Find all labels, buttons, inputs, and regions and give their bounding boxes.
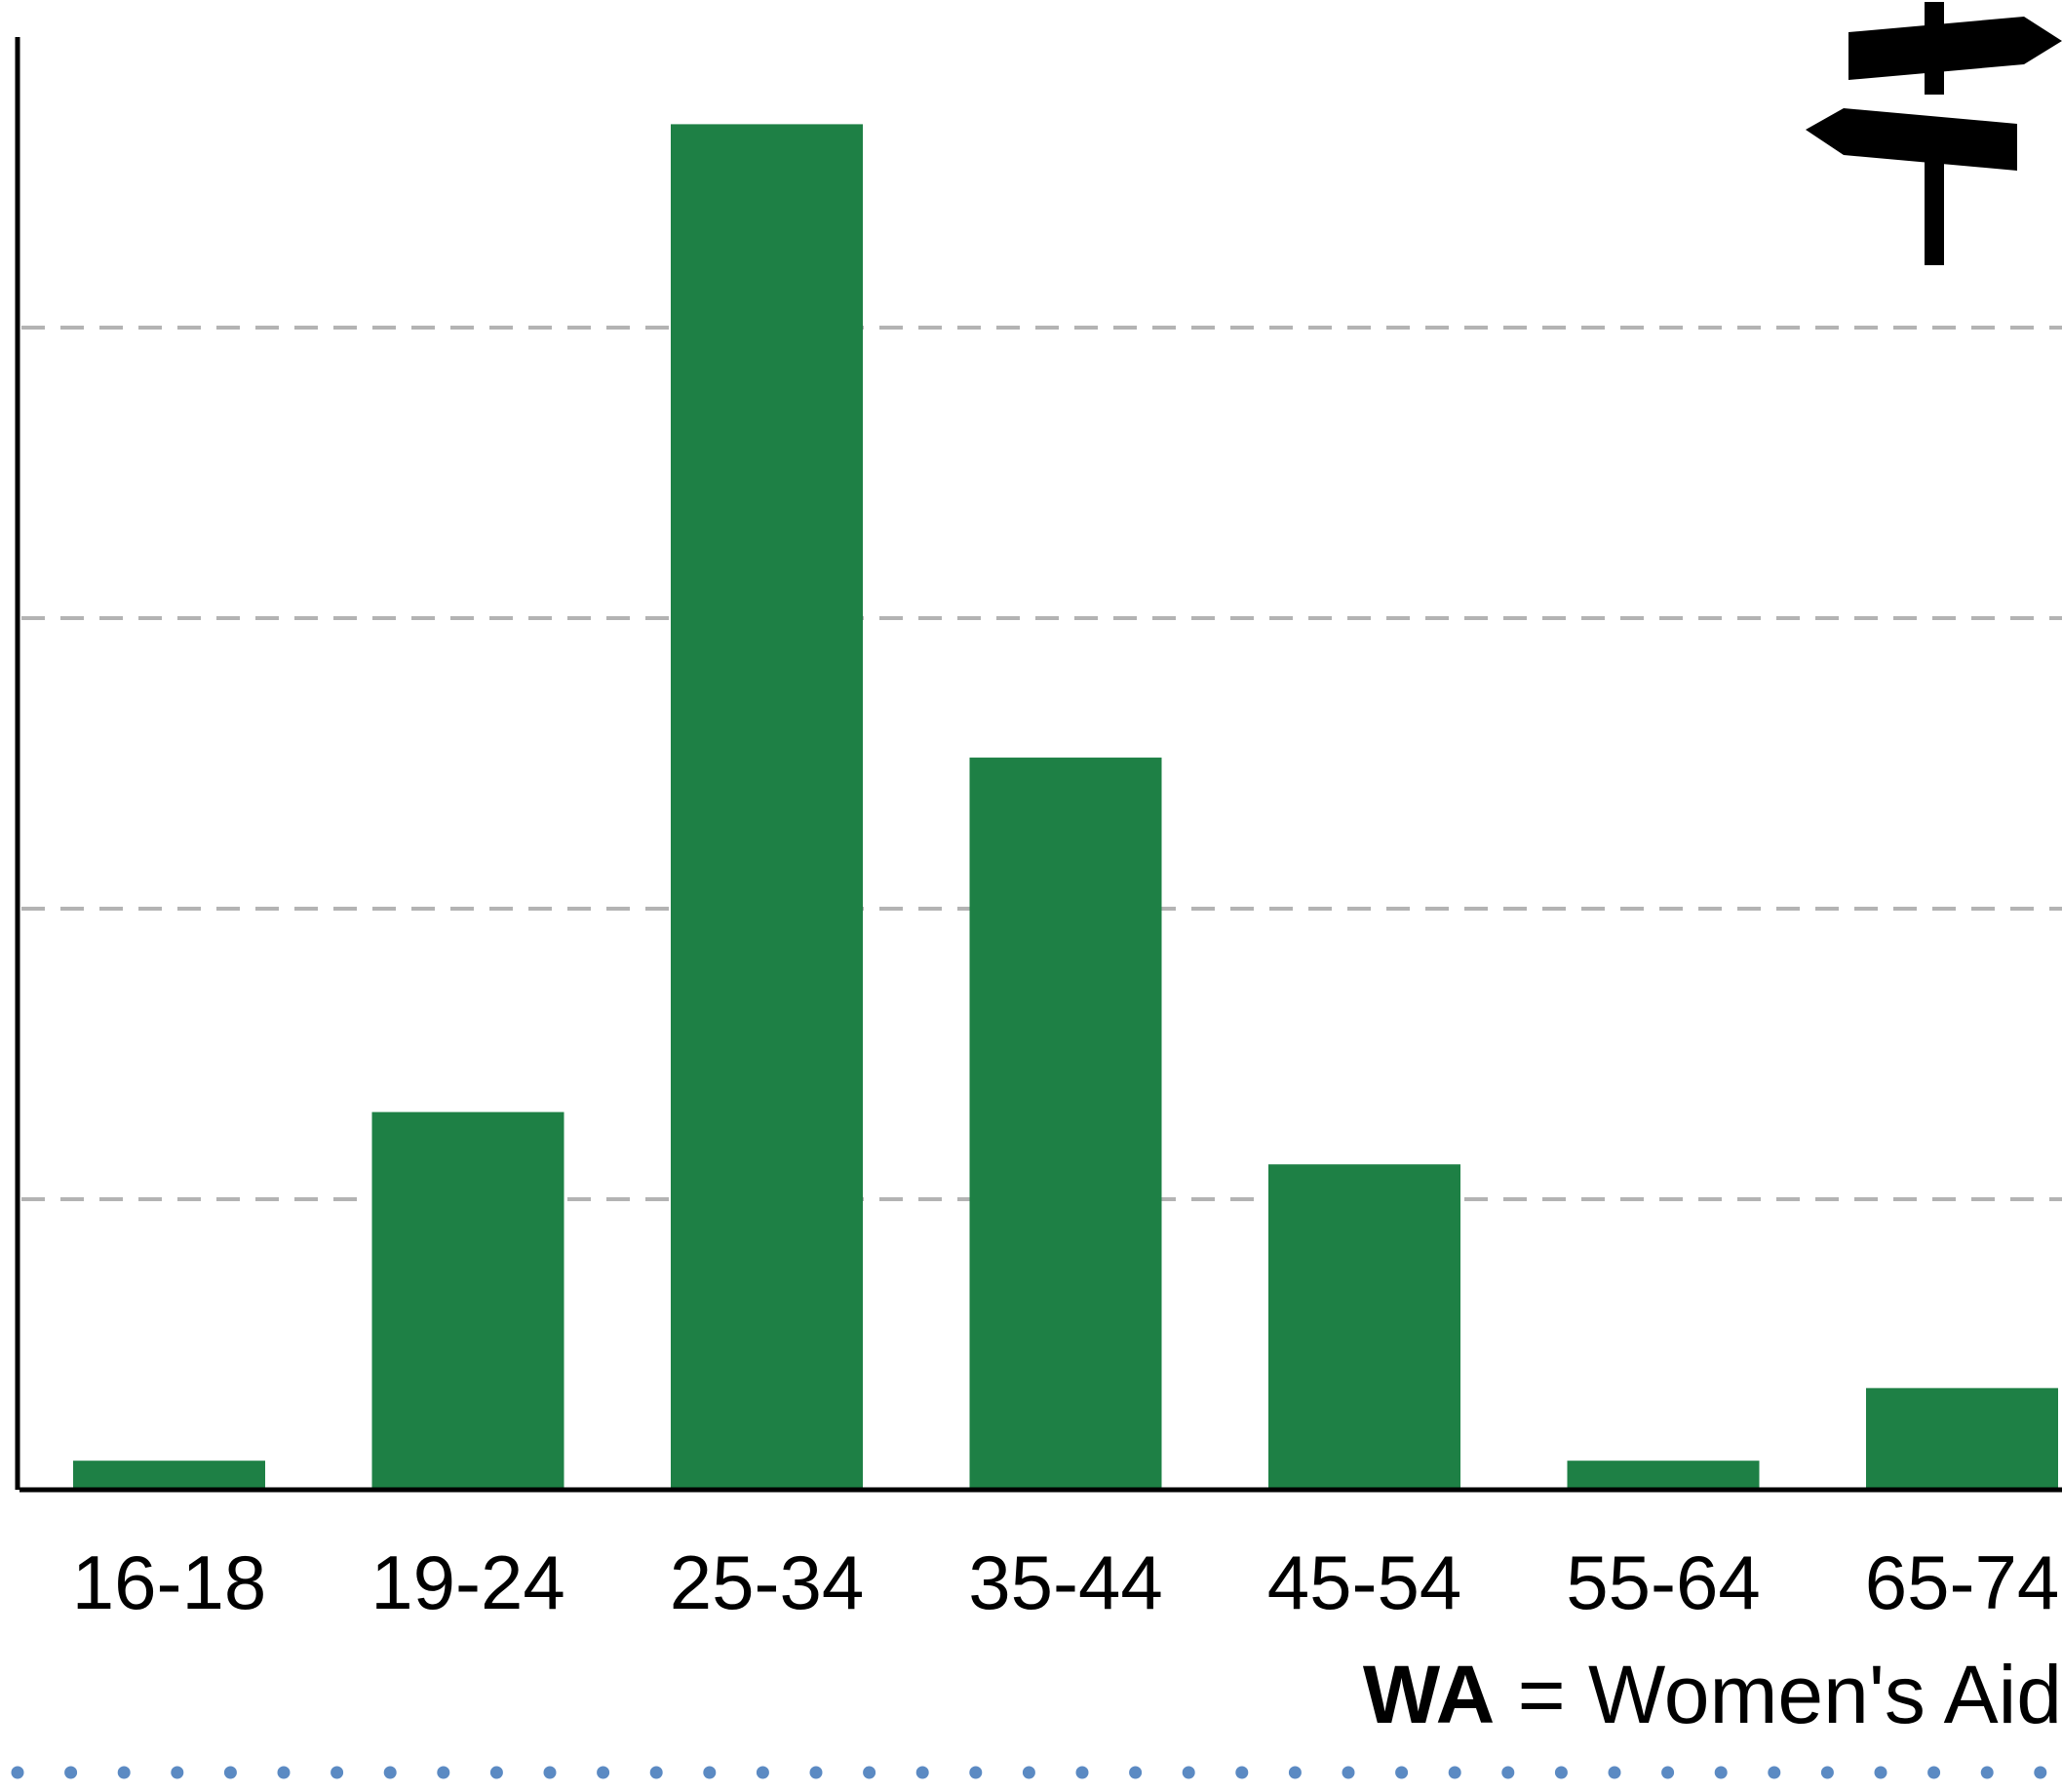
signpost-icon	[1804, 0, 2062, 268]
divider-dot	[171, 1766, 184, 1779]
divider-dot	[1608, 1766, 1621, 1779]
footnote-abbr: WA	[1362, 1649, 1496, 1740]
divider-dot	[1288, 1766, 1302, 1779]
divider-dot	[1022, 1766, 1035, 1779]
divider-dot	[1448, 1766, 1461, 1779]
divider-dot	[277, 1766, 291, 1779]
divider-dot	[437, 1766, 450, 1779]
divider-dot	[649, 1766, 663, 1779]
divider-dot	[1235, 1766, 1249, 1779]
dotted-divider	[11, 1766, 2047, 1779]
divider-dot	[756, 1766, 769, 1779]
x-tick-labels: 16-18 19-24 25-34 35-44 45-54 55-64 65-74	[72, 1539, 2060, 1625]
x-tick-label: 25-34	[670, 1539, 865, 1625]
divider-dot	[1342, 1766, 1355, 1779]
divider-dot	[1182, 1766, 1195, 1779]
divider-dot	[1395, 1766, 1409, 1779]
bar-65-74	[1866, 1387, 2058, 1490]
x-tick-label: 19-24	[370, 1539, 565, 1625]
x-tick-label: 65-74	[1865, 1539, 2060, 1625]
divider-dot	[1714, 1766, 1728, 1779]
divider-dot	[703, 1766, 717, 1779]
divider-dot	[597, 1766, 610, 1779]
divider-dot	[809, 1766, 823, 1779]
divider-dot	[11, 1766, 24, 1779]
x-tick-label: 45-54	[1267, 1539, 1462, 1625]
divider-dot	[331, 1766, 344, 1779]
divider-dot	[383, 1766, 397, 1779]
divider-dot	[1768, 1766, 1781, 1779]
divider-dot	[1820, 1766, 1834, 1779]
divider-dot	[1874, 1766, 1887, 1779]
footnote-definition: = Women's Aid	[1495, 1649, 2062, 1740]
divider-dot	[2034, 1766, 2047, 1779]
bar-55-64	[1567, 1461, 1760, 1490]
divider-dot	[969, 1766, 983, 1779]
divider-dot	[863, 1766, 876, 1779]
bar-25-34	[671, 124, 863, 1490]
x-tick-label: 55-64	[1566, 1539, 1761, 1625]
divider-dot	[64, 1766, 78, 1779]
divider-dot	[1075, 1766, 1089, 1779]
divider-dot	[1661, 1766, 1675, 1779]
divider-dot	[915, 1766, 929, 1779]
bar-19-24	[371, 1111, 564, 1490]
x-tick-label: 16-18	[72, 1539, 267, 1625]
divider-dot	[489, 1766, 503, 1779]
divider-dot	[117, 1766, 131, 1779]
bar-45-54	[1268, 1164, 1460, 1490]
divider-dot	[223, 1766, 237, 1779]
divider-dot	[1554, 1766, 1568, 1779]
divider-dot	[543, 1766, 557, 1779]
bar-35-44	[969, 758, 1162, 1490]
bars	[73, 124, 2058, 1490]
x-tick-label: 35-44	[968, 1539, 1163, 1625]
footnote: WA = Women's Aid	[1363, 1648, 2062, 1742]
divider-dot	[1980, 1766, 1994, 1779]
bar-16-18	[73, 1461, 265, 1490]
divider-dot	[1927, 1766, 1941, 1779]
divider-dot	[1129, 1766, 1143, 1779]
divider-dot	[1501, 1766, 1515, 1779]
